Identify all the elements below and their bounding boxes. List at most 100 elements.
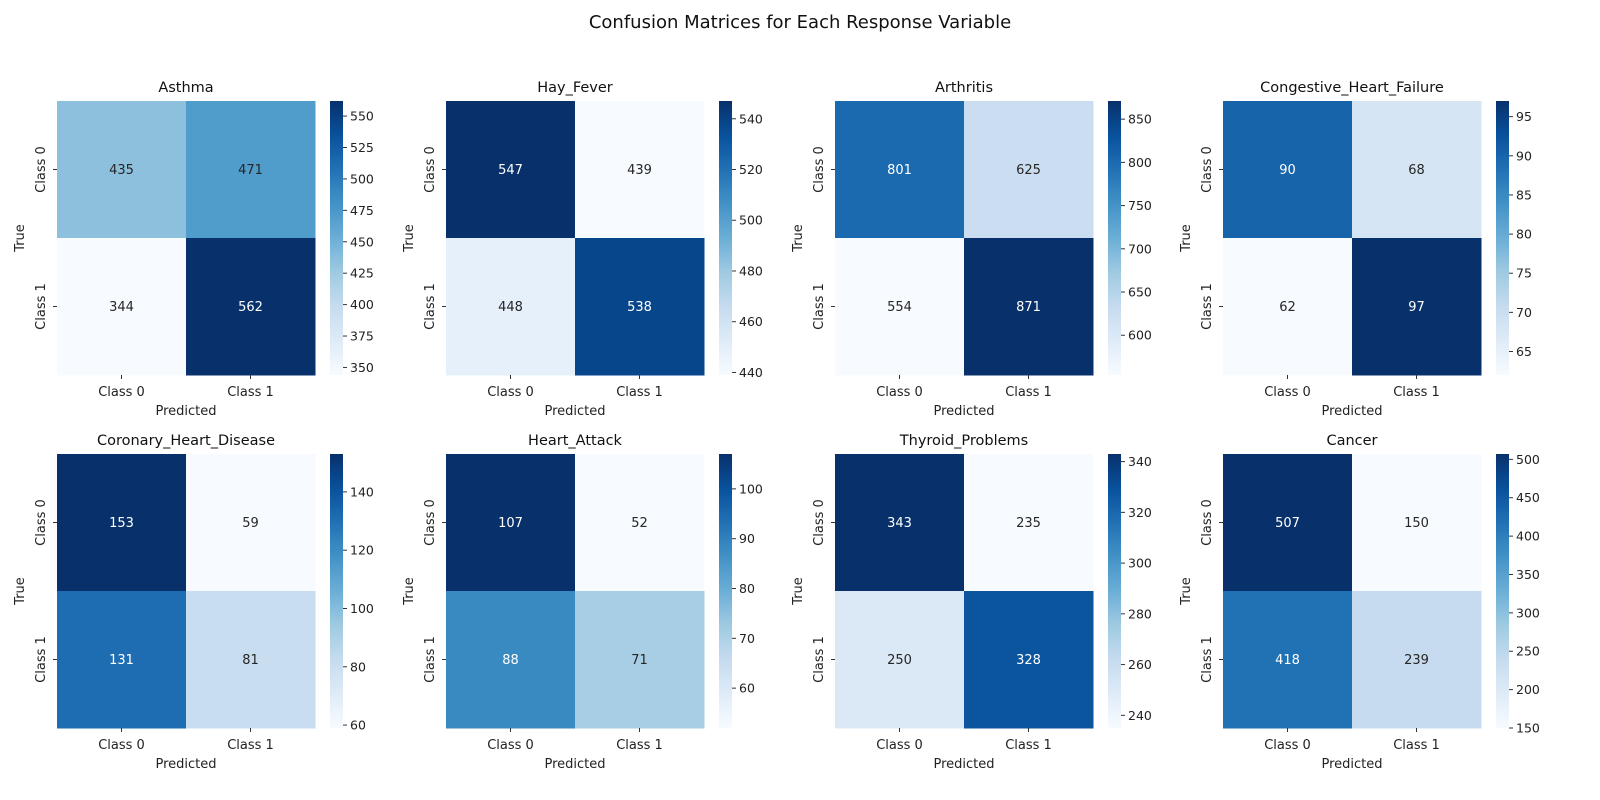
y-axis-label: True [1179,577,1194,606]
heatmap-cell [835,101,965,239]
colorbar-tick-label: 425 [350,266,374,281]
colorbar-tick-label: 375 [350,329,374,344]
cell-value-label: 625 [1016,163,1041,178]
y-tick-label: Class 1 [812,283,827,330]
x-axis-label: Predicted [1321,757,1382,772]
y-tick-label: Class 0 [1200,499,1215,546]
colorbar-tick-label: 550 [350,109,374,124]
colorbar-tick-label: 65 [1516,344,1532,359]
x-tick-label: Class 0 [487,385,534,400]
heatmap-cell [964,101,1094,239]
cell-value-label: 554 [887,300,912,315]
cell-value-label: 90 [1279,163,1296,178]
cell-value-label: 97 [1408,300,1425,315]
x-axis-label: Predicted [155,757,216,772]
cell-value-label: 448 [498,300,523,315]
colorbar-tick-label: 475 [350,203,374,218]
colorbar-tick-label: 300 [1128,556,1152,571]
panel-title: Asthma [158,80,213,96]
y-axis-label: True [13,224,28,253]
y-axis-label: True [1179,224,1194,253]
colorbar-tick-label: 500 [739,213,763,228]
cell-value-label: 418 [1275,653,1300,668]
colorbar-tick-label: 400 [1516,529,1540,544]
y-tick-label: Class 1 [1200,636,1215,683]
colorbar-tick-label: 60 [739,681,755,696]
heatmap-cell [964,454,1094,592]
colorbar [1108,454,1121,728]
panel-title: Hay_Fever [537,80,613,96]
x-axis-label: Predicted [933,404,994,419]
x-tick-label: Class 0 [876,738,923,753]
colorbar [330,101,343,375]
heatmap-panel-3: Congestive_Heart_Failure 90 68 62 97 Class 0 C… [1179,80,1532,419]
colorbar-tick-label: 80 [1516,227,1532,242]
y-axis-label: True [13,577,28,606]
x-tick-label: Class 1 [227,385,274,400]
colorbar-tick-label: 280 [1128,606,1152,621]
heatmap-panel-6: Thyroid_Problems 343 235 250 328 Class 0 Class… [791,433,1152,772]
colorbar [330,454,343,728]
colorbar [1108,101,1121,375]
heatmap-cell [446,101,576,239]
heatmap-cell [1223,591,1353,729]
x-tick-label: Class 0 [98,738,145,753]
y-tick-label: Class 0 [423,146,438,193]
y-axis-label: True [402,224,417,253]
cell-value-label: 88 [502,653,519,668]
colorbar [1496,101,1509,375]
colorbar-tick-label: 120 [350,543,374,558]
y-tick-label: Class 0 [34,499,49,546]
heatmap-cell [1223,238,1353,376]
y-axis-label: True [791,577,806,606]
x-tick-label: Class 0 [1264,738,1311,753]
colorbar-tick-label: 70 [1516,305,1532,320]
cell-value-label: 801 [887,163,912,178]
colorbar-tick-label: 300 [1516,605,1540,620]
cell-value-label: 68 [1408,163,1425,178]
y-tick-label: Class 1 [34,283,49,330]
heatmap-cell [575,238,705,376]
y-tick-label: Class 1 [423,636,438,683]
y-tick-label: Class 0 [812,499,827,546]
cell-value-label: 52 [631,516,648,531]
heatmap-cell [1223,101,1353,239]
colorbar-tick-label: 500 [350,171,374,186]
heatmap-cell [57,101,187,239]
y-tick-label: Class 1 [423,283,438,330]
heatmap-cell [186,238,316,376]
colorbar-tick-label: 95 [1516,109,1532,124]
heatmap-cell [186,101,316,239]
colorbar-tick-label: 400 [350,297,374,312]
x-tick-label: Class 0 [98,385,145,400]
colorbar-tick-label: 90 [739,531,755,546]
colorbar-tick-label: 100 [739,481,763,496]
heatmap-cell [1352,238,1482,376]
heatmap-cell [835,454,965,592]
colorbar [719,454,732,728]
colorbar-tick-label: 150 [1516,721,1540,736]
y-tick-label: Class 0 [34,146,49,193]
colorbar-tick-label: 650 [1128,285,1152,300]
colorbar-tick-label: 70 [739,631,755,646]
cell-value-label: 235 [1016,516,1041,531]
cell-value-label: 150 [1404,516,1429,531]
heatmap-panel-7: Cancer 507 150 418 239 Class 0 Class 1 Predicte… [1179,433,1540,772]
colorbar-tick-label: 320 [1128,505,1152,520]
x-tick-label: Class 0 [1264,385,1311,400]
heatmap-cell [1352,591,1482,729]
cell-value-label: 107 [498,516,523,531]
heatmap-cell [1352,454,1482,592]
heatmap-cell [446,591,576,729]
cell-value-label: 435 [109,163,134,178]
x-tick-label: Class 1 [1393,385,1440,400]
heatmap-cell [835,591,965,729]
cell-value-label: 59 [242,516,259,531]
colorbar-tick-label: 500 [1516,452,1540,467]
x-axis-label: Predicted [933,757,994,772]
y-tick-label: Class 0 [812,146,827,193]
heatmap-cell [446,238,576,376]
panel-title: Congestive_Heart_Failure [1260,80,1444,96]
colorbar-tick-label: 450 [1516,490,1540,505]
cell-value-label: 507 [1275,516,1300,531]
